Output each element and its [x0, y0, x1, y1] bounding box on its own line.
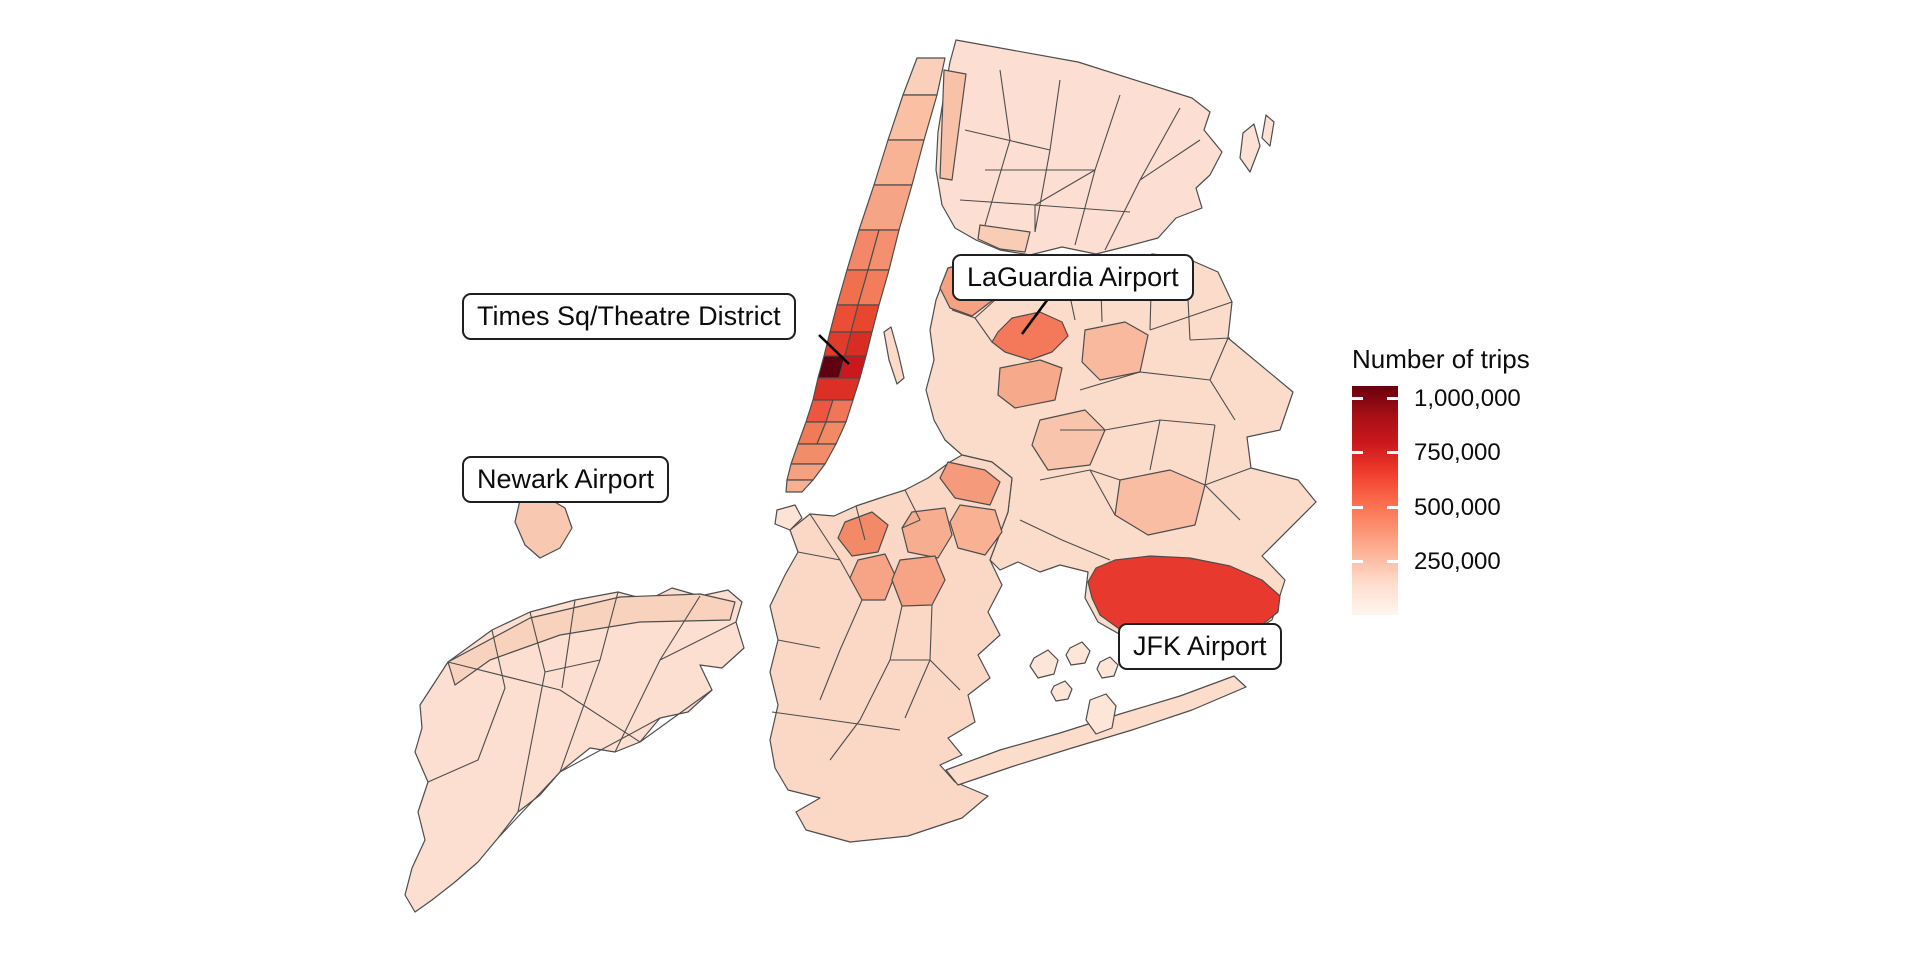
legend-colorbar — [1352, 386, 1398, 615]
zone-hamilton-heights — [873, 139, 925, 186]
leader-line-times-square — [818, 334, 850, 365]
legend-tick-mark — [1352, 451, 1363, 454]
legend-tick-label: 250,000 — [1414, 548, 1501, 575]
zone-jackson-heights — [997, 359, 1063, 409]
zone-governors-island — [774, 504, 803, 531]
label-jfk-airport: JFK Airport — [1118, 623, 1282, 671]
zone-boundaries-staten-island — [427, 591, 737, 839]
legend-title: Number of trips — [1352, 344, 1530, 374]
zone-washington-heights — [887, 94, 938, 141]
zone-city-island — [1239, 114, 1275, 173]
zone-inwood — [902, 57, 946, 96]
legend-tick-mark — [1352, 397, 1363, 400]
zone-williamsburg — [939, 461, 1001, 506]
legend-tick-mark — [1352, 560, 1363, 563]
zone-soho — [790, 443, 837, 465]
label-times-square: Times Sq/Theatre District — [462, 293, 796, 341]
zone-brooklyn — [769, 454, 1013, 843]
zone-flushing — [1081, 321, 1149, 381]
leader-line-laguardia — [1020, 298, 1050, 335]
legend-tick-label: 750,000 — [1414, 439, 1501, 466]
zone-jamaica-bay-islands — [1029, 641, 1119, 735]
legend: Number of trips 1,000,000 750,000 500,00… — [1352, 344, 1582, 624]
zone-financial-district — [785, 479, 814, 493]
label-newark-airport: Newark Airport — [462, 456, 670, 504]
legend-tick-mark — [1387, 506, 1398, 509]
zone-roosevelt-island — [883, 326, 905, 385]
zone-boundaries-bronx — [959, 69, 1201, 251]
manhattan-zones — [785, 57, 946, 493]
zone-harlem — [858, 184, 913, 231]
legend-tick-mark — [1387, 560, 1398, 563]
legend-tick-mark — [1352, 506, 1363, 509]
label-laguardia-airport: LaGuardia Airport — [952, 254, 1194, 302]
legend-tick-label: 500,000 — [1414, 494, 1501, 521]
zone-forest-hills — [1031, 409, 1106, 471]
zone-bushwick — [949, 504, 1003, 556]
zone-newark-airport — [514, 497, 573, 559]
legend-tick-label: 1,000,000 — [1414, 385, 1521, 412]
zone-staten-island-north-shore — [447, 593, 736, 686]
zone-south-bronx — [977, 224, 1031, 253]
zone-bronx — [935, 39, 1223, 256]
zone-staten-island — [404, 587, 745, 913]
zone-tribeca — [786, 463, 826, 481]
legend-tick-mark — [1387, 397, 1398, 400]
zone-midtown-south — [812, 377, 861, 401]
zone-riverdale — [939, 69, 967, 181]
legend-tick-mark — [1387, 451, 1398, 454]
zone-laguardia-airport — [991, 311, 1069, 361]
zone-boundaries-brooklyn — [771, 489, 961, 761]
